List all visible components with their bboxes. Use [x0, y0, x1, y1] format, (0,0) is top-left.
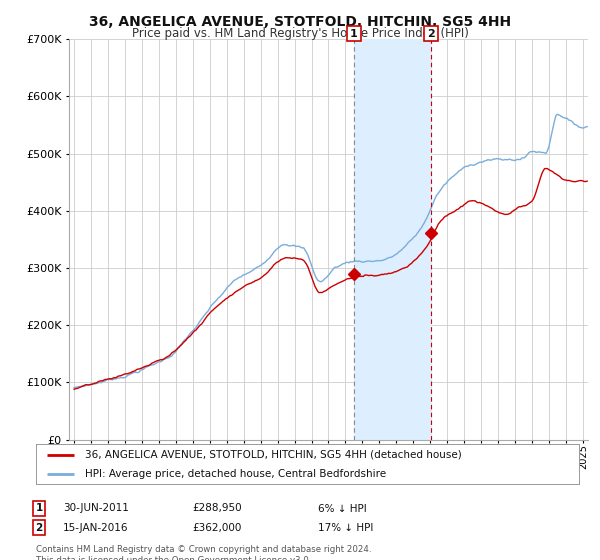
Text: 15-JAN-2016: 15-JAN-2016 — [63, 522, 128, 533]
Text: 1: 1 — [350, 29, 358, 39]
Text: 2: 2 — [427, 29, 435, 39]
Text: HPI: Average price, detached house, Central Bedfordshire: HPI: Average price, detached house, Cent… — [85, 469, 386, 479]
Text: 36, ANGELICA AVENUE, STOTFOLD, HITCHIN, SG5 4HH (detached house): 36, ANGELICA AVENUE, STOTFOLD, HITCHIN, … — [85, 450, 461, 460]
Text: 6% ↓ HPI: 6% ↓ HPI — [318, 503, 367, 514]
Text: £362,000: £362,000 — [192, 522, 241, 533]
Text: 1: 1 — [35, 503, 43, 514]
Text: 17% ↓ HPI: 17% ↓ HPI — [318, 522, 373, 533]
Text: Contains HM Land Registry data © Crown copyright and database right 2024.
This d: Contains HM Land Registry data © Crown c… — [36, 545, 371, 560]
Text: 2: 2 — [35, 522, 43, 533]
Bar — [354, 39, 431, 440]
Text: £288,950: £288,950 — [192, 503, 242, 514]
Text: Price paid vs. HM Land Registry's House Price Index (HPI): Price paid vs. HM Land Registry's House … — [131, 27, 469, 40]
Text: 36, ANGELICA AVENUE, STOTFOLD, HITCHIN, SG5 4HH: 36, ANGELICA AVENUE, STOTFOLD, HITCHIN, … — [89, 15, 511, 29]
Text: 30-JUN-2011: 30-JUN-2011 — [63, 503, 129, 514]
